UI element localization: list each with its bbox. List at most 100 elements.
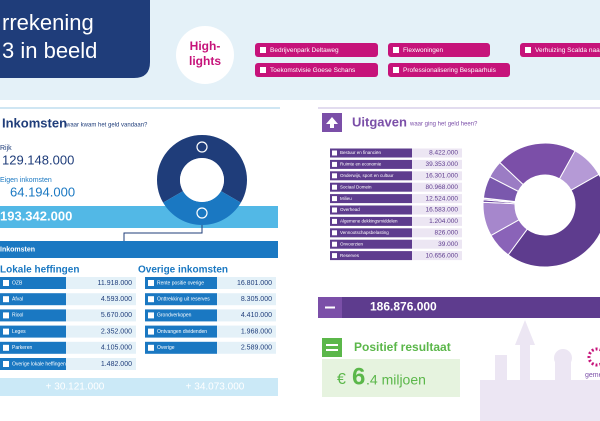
title: 3 in beeld bbox=[2, 38, 97, 63]
row-value: 1.968.000 bbox=[241, 328, 272, 335]
row-value-box bbox=[66, 325, 136, 338]
highlight-icon bbox=[525, 47, 531, 53]
highlight-text: Bedrijvenpark Deltaweg bbox=[270, 47, 339, 54]
label: Eigen inkomsten bbox=[0, 177, 52, 184]
row-label-box bbox=[145, 309, 217, 322]
highlight-icon bbox=[260, 67, 266, 73]
row-value: 8.305.000 bbox=[241, 296, 272, 303]
logo: gemee bbox=[585, 372, 600, 379]
row-icon bbox=[3, 344, 9, 351]
subtotal: + 34.073.000 bbox=[186, 382, 245, 393]
bar-label: Inkomsten bbox=[0, 246, 35, 253]
row-label: Onttrekking uit reserves bbox=[157, 297, 210, 303]
row-value-box bbox=[66, 309, 136, 322]
row-value: 16.301.000 bbox=[425, 173, 458, 180]
row-label: Riool bbox=[12, 313, 23, 319]
row-icon bbox=[148, 328, 154, 335]
row-label-box bbox=[0, 293, 66, 306]
row-label-box bbox=[330, 216, 412, 226]
row-icon bbox=[332, 173, 337, 179]
row-value-box bbox=[412, 171, 462, 181]
section-subtitle: waar ging het geld heen? bbox=[409, 122, 478, 128]
row-icon bbox=[3, 328, 9, 335]
totals-band bbox=[0, 378, 278, 396]
row-label: Overhead bbox=[340, 207, 360, 212]
donut-hole bbox=[515, 175, 575, 235]
highlight-text: Professionalisering Bespaarhuis bbox=[403, 67, 497, 74]
row-label-box bbox=[330, 182, 412, 192]
row-icon bbox=[3, 312, 9, 319]
highlight-text: Flexwoningen bbox=[403, 47, 443, 54]
row-value: 11.918.000 bbox=[97, 280, 132, 287]
row-label: OZB bbox=[12, 280, 23, 286]
row-icon bbox=[332, 184, 337, 190]
row-label: Grondverkopen bbox=[157, 313, 192, 319]
row-value: 12.524.000 bbox=[425, 195, 458, 202]
total-bar bbox=[318, 297, 600, 318]
logo-mark bbox=[587, 347, 600, 367]
row-icon bbox=[332, 150, 337, 156]
row-value-box bbox=[66, 277, 136, 289]
result-big: 6 bbox=[352, 363, 365, 390]
icon bbox=[196, 207, 208, 219]
row-label: Milieu bbox=[340, 196, 352, 201]
row-value: 1.482.000 bbox=[101, 361, 132, 368]
row-icon bbox=[332, 230, 337, 236]
section-title: Inkomsten bbox=[2, 115, 67, 130]
inkomsten-bar bbox=[0, 241, 278, 258]
row-label: Sociaal Domein bbox=[340, 184, 372, 189]
row-icon bbox=[148, 312, 154, 319]
amount: 64.194.000 bbox=[10, 184, 75, 199]
title-block bbox=[0, 0, 150, 78]
row-icon bbox=[332, 253, 337, 259]
subsection-title: Overige inkomsten bbox=[138, 265, 228, 276]
row-label-box bbox=[145, 325, 217, 338]
row-value: 826.000 bbox=[435, 230, 459, 237]
subtotal: + 30.121.000 bbox=[46, 382, 105, 393]
row-value: 5.670.000 bbox=[101, 312, 132, 319]
row-value-box bbox=[412, 159, 462, 169]
row-value: 4.410.000 bbox=[241, 312, 272, 319]
row-value-box bbox=[412, 205, 462, 215]
row-label: Ontvangen dividenden bbox=[157, 329, 207, 335]
row-label: Afval bbox=[12, 297, 23, 303]
row-label-box bbox=[0, 277, 66, 289]
row-value: 39.353.000 bbox=[425, 161, 458, 168]
row-value: 4.593.000 bbox=[101, 296, 132, 303]
row-label-box bbox=[330, 205, 412, 215]
row-value-box bbox=[412, 194, 462, 204]
row-label-box bbox=[145, 341, 217, 354]
result-box bbox=[322, 359, 460, 397]
row-value-box bbox=[217, 341, 276, 354]
badge-text: High- bbox=[190, 39, 221, 53]
row-label-box bbox=[330, 239, 412, 249]
result-rest: .4 miljoen bbox=[366, 372, 426, 388]
row-icon bbox=[3, 361, 9, 367]
row-icon bbox=[148, 280, 154, 286]
row-label-box bbox=[330, 194, 412, 204]
total: 193.342.000 bbox=[0, 208, 72, 223]
row-label-box bbox=[330, 148, 412, 158]
highlight-icon bbox=[393, 67, 399, 73]
row-label-box bbox=[145, 293, 217, 306]
row-label: Rente positie overige bbox=[157, 280, 204, 286]
row-value-box bbox=[66, 293, 136, 306]
highlight-pill bbox=[255, 63, 378, 77]
row-label-box bbox=[0, 341, 66, 354]
row-icon bbox=[332, 241, 337, 247]
row-label: Overige lokale heffingen bbox=[12, 361, 66, 367]
section-subtitle: waar kwam het geld vandaan? bbox=[65, 123, 148, 129]
row-label: Onderwijs, sport en cultuur bbox=[340, 173, 394, 178]
row-label: Bestuur en financiën bbox=[340, 150, 382, 155]
row-label: Onvoorzien bbox=[340, 241, 364, 246]
row-icon bbox=[3, 280, 9, 286]
row-label-box bbox=[330, 228, 412, 238]
row-value: 80.968.000 bbox=[425, 184, 458, 191]
row-label-box bbox=[0, 358, 66, 370]
row-value: 2.589.000 bbox=[241, 345, 272, 352]
row-icon bbox=[332, 218, 337, 224]
section-title: Positief resultaat bbox=[354, 340, 451, 354]
icon bbox=[322, 338, 342, 357]
row-icon bbox=[332, 196, 337, 202]
